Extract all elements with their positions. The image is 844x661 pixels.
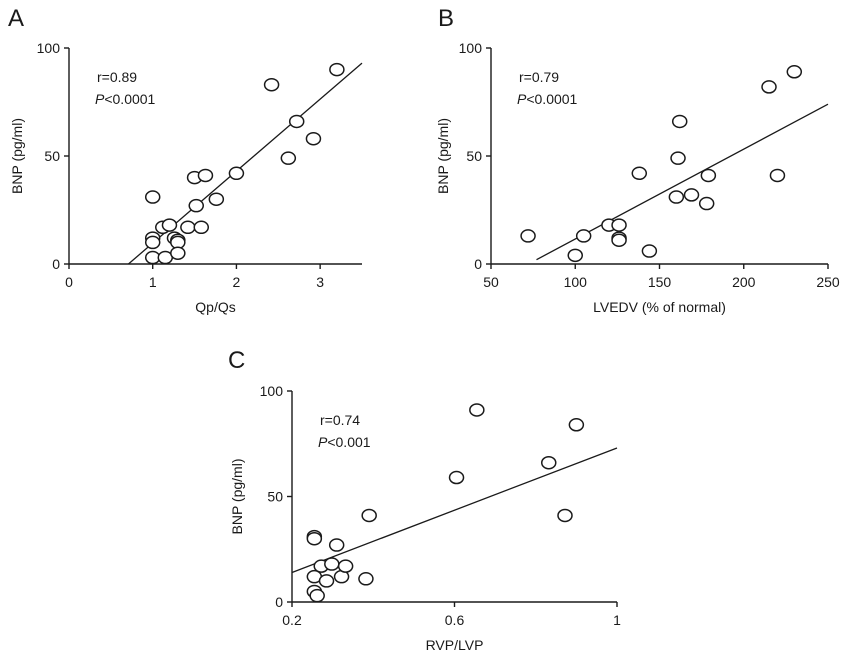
data-point: [700, 168, 717, 183]
data-point: [306, 531, 323, 546]
data-point: [144, 235, 161, 250]
data-point: [324, 557, 340, 571]
data-point: [228, 166, 245, 181]
y-tick-label: 0: [52, 256, 60, 272]
panel-a: A 0 1 2 3 0 50 100 Qp/Qs BNP (pg/ml) r=0.89 P<0.000…: [8, 5, 363, 315]
panel-letter: A: [8, 5, 24, 32]
x-tick-label: 0: [65, 274, 73, 290]
data-point: [318, 574, 335, 588]
data-point: [761, 80, 777, 94]
data-point: [698, 196, 715, 211]
data-point: [520, 229, 536, 243]
y-tick-label: 100: [37, 40, 61, 56]
data-point: [448, 470, 465, 485]
p-value: <0.001: [327, 434, 370, 450]
panel-letter: C: [228, 347, 245, 374]
x-axis-title: RVP/LVP: [426, 637, 484, 653]
correlation-label: r=0.79: [519, 69, 559, 85]
data-point: [575, 229, 592, 243]
y-axis-title: BNP (pg/ml): [435, 118, 451, 194]
x-tick-label: 200: [732, 274, 756, 290]
p-symbol: P: [318, 434, 328, 450]
data-point: [567, 248, 583, 263]
y-tick-label: 50: [466, 148, 482, 164]
data-point: [611, 218, 627, 232]
p-value-label: P<0.001: [318, 434, 371, 450]
p-value: <0.0001: [526, 91, 577, 107]
y-axis-title: BNP (pg/ml): [9, 118, 25, 194]
p-value-label: P<0.0001: [517, 91, 578, 107]
x-tick-label: 0.6: [445, 612, 465, 628]
y-tick-label: 100: [260, 383, 284, 399]
data-point: [769, 168, 786, 183]
data-point: [309, 588, 325, 603]
data-point: [328, 538, 345, 552]
data-point: [305, 131, 322, 146]
data-point: [188, 198, 204, 213]
data-point: [288, 114, 305, 129]
correlation-label: r=0.74: [320, 412, 360, 428]
data-point: [641, 244, 658, 258]
p-symbol: P: [517, 91, 527, 107]
y-tick-label: 50: [44, 148, 60, 164]
data-point: [280, 151, 297, 165]
p-value: <0.0001: [104, 91, 155, 107]
x-axis-title: LVEDV (% of normal): [593, 299, 726, 315]
data-point: [568, 418, 585, 432]
x-tick-label: 0.2: [282, 612, 302, 628]
p-symbol: P: [95, 91, 105, 107]
correlation-label: r=0.89: [97, 69, 137, 85]
regression-line: [291, 447, 618, 574]
y-axis-title: BNP (pg/ml): [229, 459, 245, 535]
data-point: [208, 192, 225, 206]
x-tick-label: 150: [648, 274, 672, 290]
data-point: [557, 508, 573, 523]
x-tick-label: 2: [233, 274, 241, 290]
y-tick-label: 100: [459, 40, 483, 56]
data-point: [469, 403, 485, 417]
data-point: [161, 218, 178, 232]
data-point: [193, 220, 210, 235]
x-tick-label: 1: [613, 612, 621, 628]
y-tick-label: 0: [275, 594, 283, 610]
x-axis-title: Qp/Qs: [195, 299, 235, 315]
panel-c: C 0.2 0.6 1 0 50 100 RVP/LVP BNP (pg/ml) r=0.74 P<…: [228, 347, 621, 653]
data-point: [670, 151, 686, 165]
x-tick-label: 1: [149, 274, 157, 290]
data-point: [337, 559, 354, 573]
x-tick-label: 50: [483, 274, 499, 290]
data-point: [170, 246, 186, 260]
data-point: [263, 77, 280, 92]
data-point: [631, 166, 648, 181]
data-point: [786, 65, 803, 79]
data-point: [541, 455, 557, 470]
data-point: [197, 168, 214, 183]
data-point: [358, 572, 374, 586]
data-point: [683, 188, 700, 202]
x-tick-label: 100: [564, 274, 588, 290]
y-tick-label: 0: [474, 256, 482, 272]
panel-letter: B: [438, 5, 454, 32]
y-tick-label: 50: [267, 489, 283, 505]
data-point: [329, 62, 345, 77]
data-point: [611, 233, 627, 247]
data-point: [671, 114, 688, 129]
p-value-label: P<0.0001: [95, 91, 156, 107]
x-tick-label: 250: [816, 274, 840, 290]
x-tick-label: 3: [316, 274, 324, 290]
data-point: [361, 508, 377, 523]
data-point: [144, 190, 161, 204]
data-point: [668, 190, 685, 204]
data-point: [180, 220, 196, 235]
